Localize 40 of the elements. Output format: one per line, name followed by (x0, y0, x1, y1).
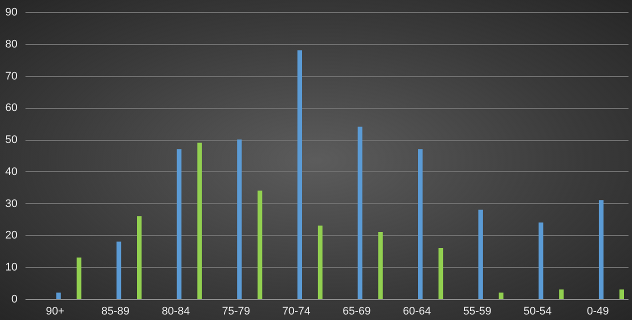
x-tick-label: 70-74 (282, 306, 310, 318)
x-tick-label: 65-69 (342, 306, 371, 318)
y-tick-label: 60 (5, 102, 18, 114)
bar (418, 149, 423, 299)
bar (619, 289, 624, 299)
bar (318, 226, 323, 299)
bar (559, 289, 564, 299)
bar (498, 292, 504, 299)
x-tick-label: 85-89 (101, 306, 130, 318)
bar (237, 140, 242, 299)
y-tick-label: 30 (5, 198, 18, 210)
y-tick-label: 50 (5, 134, 18, 146)
bar (478, 210, 483, 299)
y-tick-label: 10 (5, 262, 18, 274)
bar (258, 190, 262, 299)
bar (137, 216, 142, 299)
y-tick-label: 80 (5, 38, 18, 50)
bar (358, 126, 362, 299)
y-tick-label: 20 (5, 230, 18, 242)
bar (438, 248, 444, 299)
bar (197, 142, 202, 299)
bar (598, 200, 604, 299)
x-tick-label: 90+ (46, 306, 64, 318)
x-tick-label: 80-84 (162, 306, 190, 318)
y-tick-label: 0 (11, 294, 18, 306)
x-tick-label: 0-49 (586, 306, 609, 318)
bar (116, 242, 122, 299)
bar (297, 50, 302, 299)
x-tick-label: 55-59 (463, 306, 492, 318)
x-tick-label: 60-64 (402, 306, 432, 318)
bar (56, 292, 61, 299)
bar (176, 149, 182, 299)
bar (538, 222, 544, 299)
x-tick-label: 75-79 (222, 306, 250, 318)
y-tick-label: 40 (5, 166, 18, 178)
bar (378, 232, 383, 299)
y-tick-label: 90 (5, 6, 18, 18)
bar (76, 258, 82, 299)
y-tick-label: 70 (5, 70, 18, 82)
x-tick-label: 50-54 (523, 306, 552, 318)
